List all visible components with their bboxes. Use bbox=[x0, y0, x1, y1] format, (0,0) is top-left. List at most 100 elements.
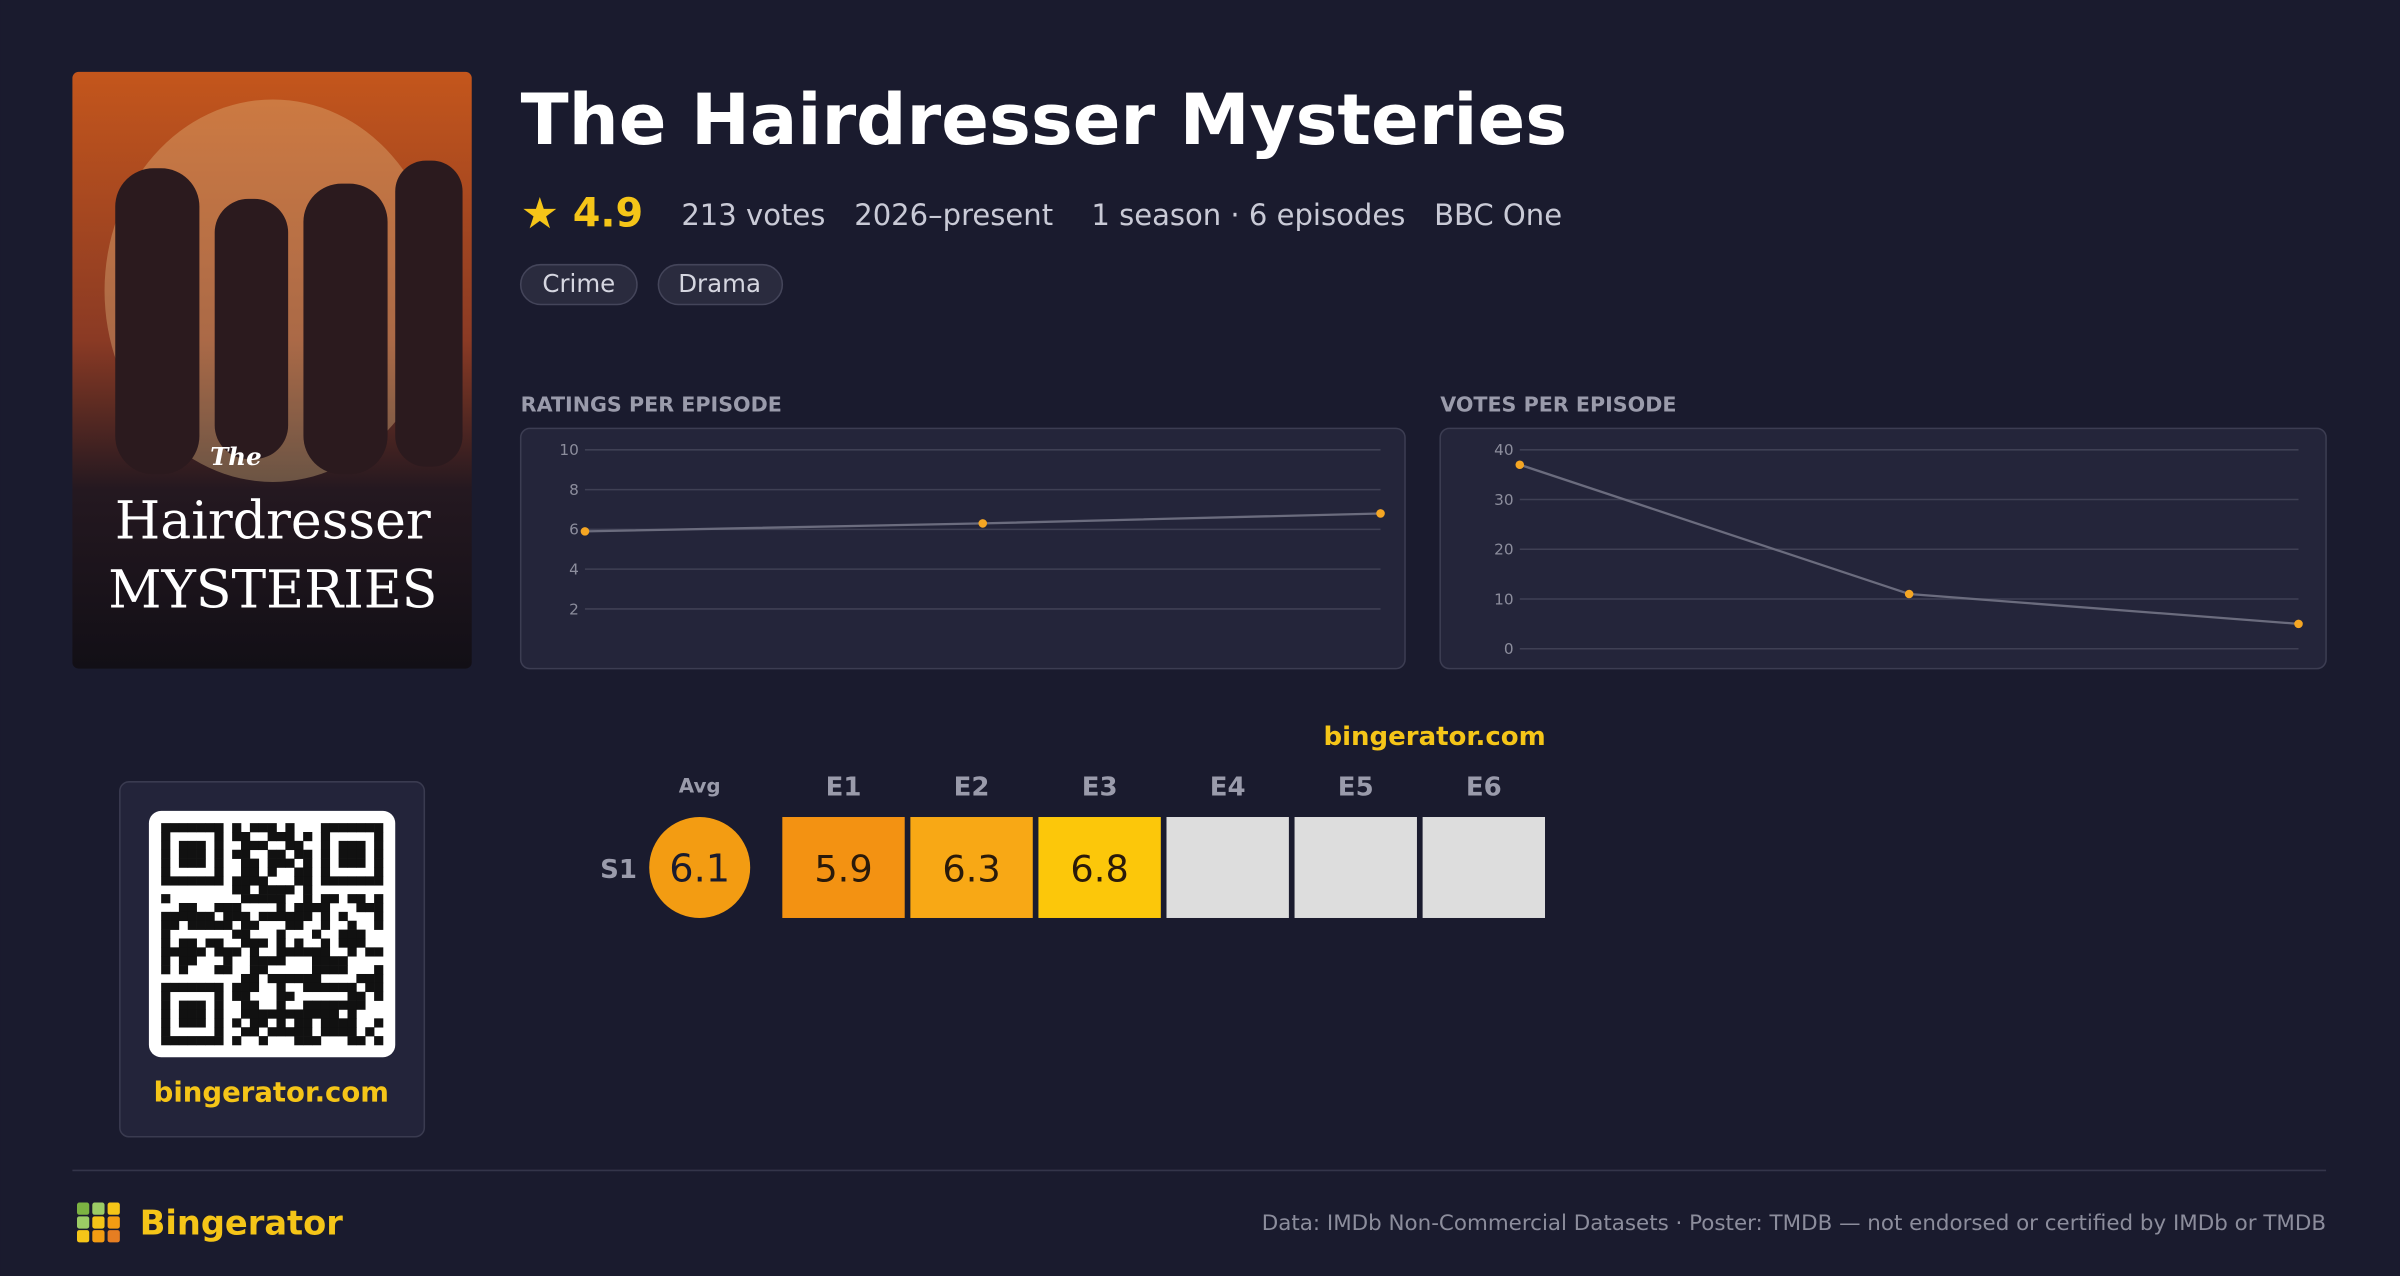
qr-module bbox=[241, 876, 251, 886]
qr-module bbox=[187, 902, 197, 913]
qr-module bbox=[187, 858, 197, 868]
qr-module bbox=[276, 902, 286, 913]
qr-module bbox=[178, 902, 189, 913]
qr-module bbox=[161, 920, 171, 930]
qr-module bbox=[320, 840, 331, 851]
qr-module bbox=[276, 911, 286, 922]
qr-module bbox=[187, 823, 197, 833]
genre-pill[interactable] bbox=[519, 263, 638, 306]
qr-module bbox=[338, 840, 348, 851]
poster-title: MYSTERIES bbox=[108, 560, 437, 620]
chart-title: RATINGS PER EPISODE bbox=[521, 393, 782, 417]
qr-module bbox=[303, 1027, 313, 1037]
qr-module bbox=[214, 1036, 224, 1046]
heatmap-cell bbox=[1038, 817, 1161, 918]
poster-figures bbox=[115, 160, 463, 475]
qr-module bbox=[232, 929, 242, 939]
qr-module bbox=[320, 849, 331, 859]
qr-module bbox=[258, 911, 268, 922]
qr-module bbox=[303, 1000, 313, 1010]
y-tick-label: 30 bbox=[1494, 491, 1513, 509]
qr-module bbox=[178, 840, 189, 851]
qr-module bbox=[312, 902, 322, 913]
qr-module bbox=[303, 867, 313, 877]
footer-note: Data: IMDb Non-Commercial Datasets · Pos… bbox=[1262, 1211, 2326, 1236]
qr-module bbox=[276, 894, 286, 904]
qr-module bbox=[241, 938, 251, 948]
qr-module bbox=[258, 1018, 268, 1028]
qr-module bbox=[267, 973, 277, 984]
qr-code bbox=[161, 823, 384, 1046]
qr-module bbox=[356, 849, 366, 859]
qr-module bbox=[347, 991, 357, 1001]
qr-module bbox=[294, 876, 304, 886]
qr-module bbox=[170, 947, 180, 957]
qr-module bbox=[187, 840, 197, 851]
qr-module bbox=[249, 965, 260, 975]
qr-module bbox=[303, 849, 313, 859]
genre[interactable]: Crime bbox=[542, 269, 615, 298]
qr-module bbox=[303, 911, 313, 922]
chart-frame bbox=[519, 427, 1406, 670]
qr-module bbox=[178, 1009, 189, 1019]
qr-module bbox=[249, 858, 260, 868]
qr-module bbox=[170, 876, 180, 886]
qr-module bbox=[294, 973, 304, 984]
qr-module bbox=[356, 1036, 366, 1046]
qr-module bbox=[196, 1009, 206, 1019]
qr-module bbox=[214, 947, 224, 957]
qr-module bbox=[241, 858, 251, 868]
qr-module bbox=[285, 973, 295, 984]
qr-module bbox=[356, 858, 366, 868]
qr-module bbox=[161, 832, 171, 842]
qr-module bbox=[249, 973, 260, 984]
qr-module bbox=[258, 876, 268, 886]
qr-module bbox=[196, 876, 206, 886]
qr-module bbox=[365, 1027, 375, 1037]
qr-module bbox=[320, 1027, 331, 1037]
qr-module bbox=[214, 867, 224, 877]
qr-module bbox=[347, 1036, 357, 1046]
qr-module bbox=[374, 965, 384, 975]
qr-module bbox=[329, 1027, 339, 1037]
votes: 213 votes bbox=[681, 198, 825, 232]
qr-module bbox=[329, 894, 339, 904]
qr-module bbox=[320, 1000, 331, 1010]
cell-value: 6.8 bbox=[1070, 847, 1128, 890]
qr-module bbox=[249, 920, 260, 930]
qr-module bbox=[161, 894, 171, 904]
qr-module bbox=[187, 938, 197, 948]
qr-module bbox=[267, 823, 277, 833]
qr-module bbox=[267, 1009, 277, 1019]
qr-module bbox=[178, 858, 189, 868]
qr-module bbox=[267, 867, 277, 877]
qr-module bbox=[303, 1018, 313, 1028]
qr-module bbox=[294, 1027, 304, 1037]
qr-module bbox=[312, 1009, 322, 1019]
qr-module bbox=[232, 832, 242, 842]
qr-module bbox=[312, 947, 322, 957]
qr-module bbox=[374, 858, 384, 868]
qr-module bbox=[214, 1018, 224, 1028]
column-label: E4 bbox=[1210, 773, 1246, 803]
qr-module bbox=[161, 876, 171, 886]
genre[interactable]: Drama bbox=[678, 269, 761, 298]
genre-pill[interactable] bbox=[657, 263, 784, 306]
qr-module bbox=[161, 858, 171, 868]
qr-module bbox=[303, 1036, 313, 1046]
qr-module bbox=[258, 965, 268, 975]
qr-module bbox=[241, 840, 251, 851]
qr-module bbox=[312, 1036, 322, 1046]
qr-module bbox=[320, 938, 331, 948]
qr-module bbox=[347, 894, 357, 904]
qr-module bbox=[312, 973, 322, 984]
qr-module bbox=[374, 982, 384, 993]
qr-module bbox=[276, 832, 286, 842]
qr-module bbox=[347, 840, 357, 851]
qr-module bbox=[320, 947, 331, 957]
qr-module bbox=[241, 929, 251, 939]
qr-module bbox=[196, 1036, 206, 1046]
avg-value: 6.1 bbox=[669, 847, 730, 891]
qr-module bbox=[232, 982, 242, 993]
qr-module bbox=[214, 823, 224, 833]
